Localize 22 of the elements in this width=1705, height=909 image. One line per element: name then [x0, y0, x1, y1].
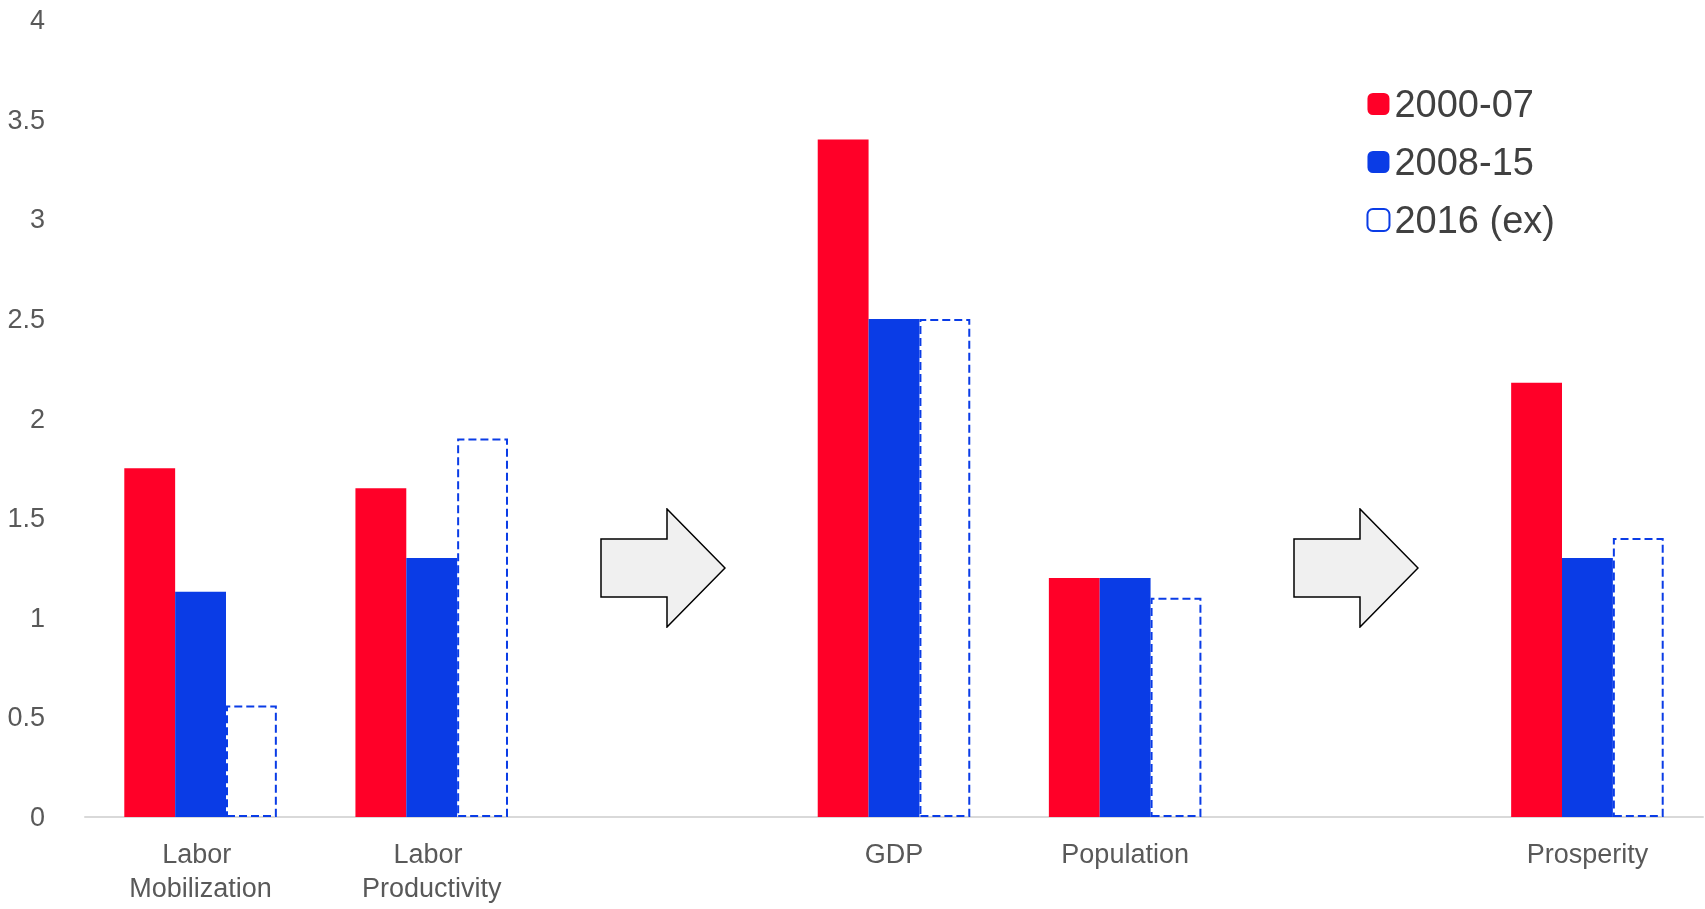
y-tick-label: 3 — [29, 204, 45, 235]
bar — [124, 468, 176, 817]
y-tick-label: 0 — [29, 802, 45, 832]
x-tick-label: Population — [1061, 839, 1189, 869]
legend-label: 2008-15 — [1394, 141, 1534, 183]
x-tick-label: Labor Mobilization — [129, 839, 272, 903]
bar — [1048, 577, 1100, 817]
y-tick-label: 3.5 — [7, 104, 45, 135]
bar — [355, 488, 407, 817]
x-tick-label: Labor Productivity — [361, 839, 502, 903]
legend-label: 2016 (ex) — [1394, 199, 1556, 241]
y-tick-label: 2.5 — [7, 303, 45, 334]
x-tick-label: Prosperity — [1526, 839, 1649, 869]
y-tick-label: 1.5 — [7, 503, 45, 534]
legend-label: 2000-07 — [1394, 83, 1534, 125]
y-tick-label: 4 — [29, 5, 45, 35]
bar — [1511, 382, 1562, 817]
x-tick-label: GDP — [864, 839, 924, 869]
y-tick-label: 2 — [29, 403, 45, 434]
y-tick-label: 0.5 — [7, 702, 45, 733]
bar — [817, 139, 869, 817]
y-tick-label: 1 — [29, 602, 45, 633]
